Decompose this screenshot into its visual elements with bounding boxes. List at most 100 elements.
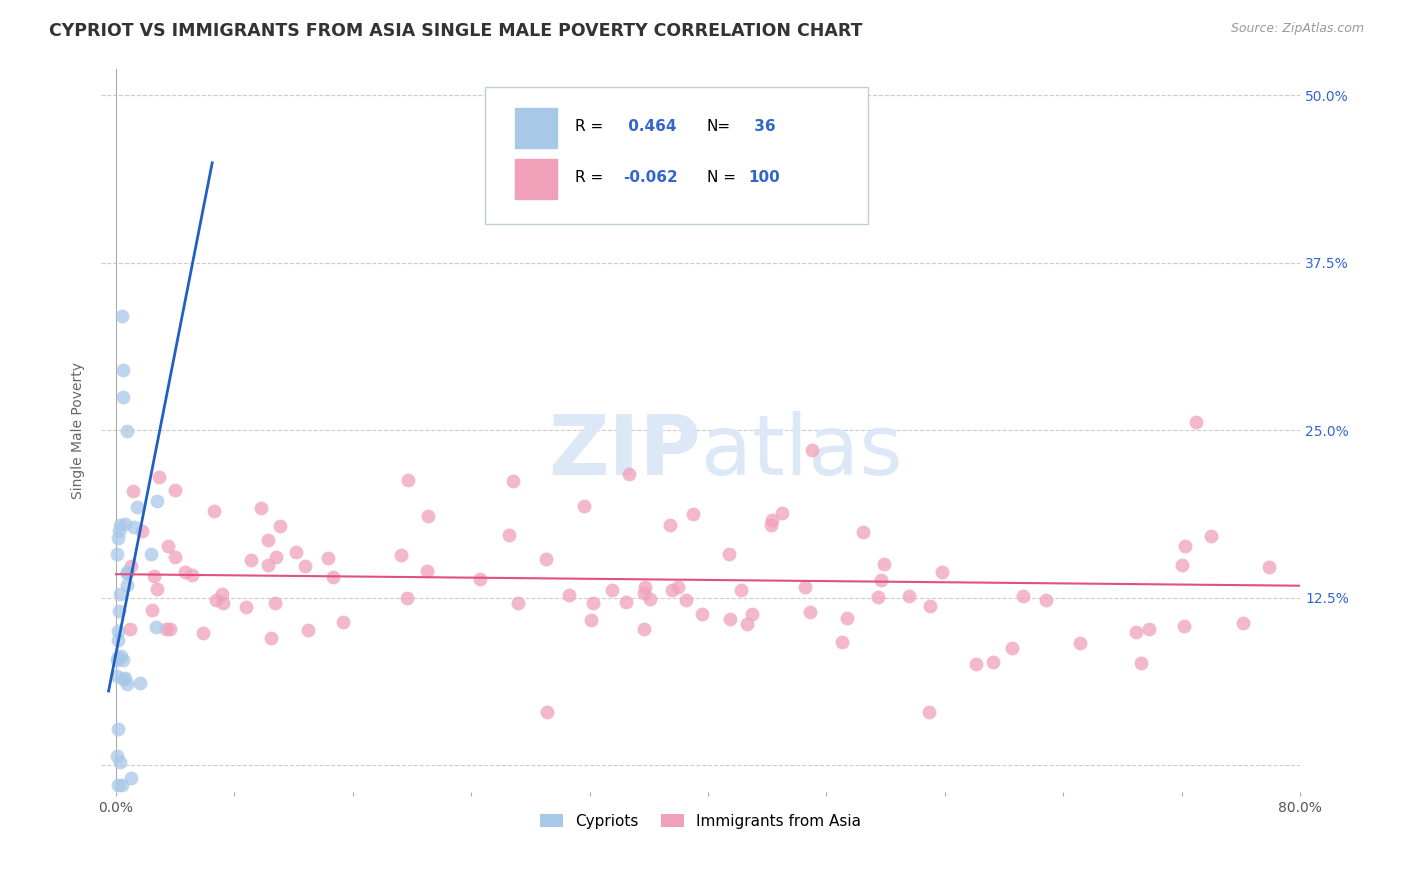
Point [675, 592, 697, 607]
Point [107, 778, 129, 792]
Text: R =: R = [575, 169, 603, 185]
Point [297, 623, 319, 637]
Point [112, 390, 135, 404]
Point [617, 467, 640, 481]
Point [112, 363, 135, 377]
Text: R =: R = [575, 119, 603, 134]
Text: 100: 100 [748, 169, 780, 185]
Point [211, 587, 233, 601]
Point [735, 617, 758, 632]
Point [264, 549, 287, 564]
Point [107, 524, 129, 539]
Point [110, 755, 132, 769]
Point [107, 624, 129, 638]
Point [108, 604, 131, 618]
Text: -0.062: -0.062 [623, 169, 678, 185]
Point [395, 591, 418, 605]
Point [761, 513, 783, 527]
Point [658, 518, 681, 533]
Point [799, 605, 821, 619]
Point [332, 615, 354, 630]
Point [1139, 622, 1161, 636]
Point [898, 589, 921, 603]
Point [536, 705, 558, 719]
Point [1001, 640, 1024, 655]
Point [614, 595, 637, 609]
Point [111, 310, 134, 324]
Text: 36: 36 [748, 119, 775, 134]
Point [205, 593, 228, 607]
Point [110, 649, 132, 664]
Point [115, 566, 138, 581]
Point [107, 653, 129, 667]
Point [107, 531, 129, 545]
Point [661, 582, 683, 597]
Point [1173, 619, 1195, 633]
Point [120, 772, 142, 786]
Point [131, 524, 153, 538]
Point [127, 500, 149, 514]
Point [730, 583, 752, 598]
Point [112, 672, 135, 686]
Point [870, 574, 893, 588]
Point [1069, 636, 1091, 650]
Point [142, 569, 165, 583]
Point [294, 558, 316, 573]
Point [1185, 415, 1208, 429]
Bar [515, 108, 557, 148]
Point [108, 517, 131, 532]
Point [148, 470, 170, 484]
Point [107, 748, 129, 763]
Point [111, 778, 134, 792]
Point [1125, 624, 1147, 639]
Point [107, 722, 129, 736]
Point [690, 607, 713, 621]
Point [981, 655, 1004, 669]
Point [581, 613, 603, 627]
Point [322, 570, 344, 584]
Point [1012, 589, 1035, 603]
Point [180, 567, 202, 582]
Point [1171, 558, 1194, 573]
Point [633, 586, 655, 600]
Text: Source: ZipAtlas.com: Source: ZipAtlas.com [1230, 22, 1364, 36]
Point [240, 553, 263, 567]
Point [418, 509, 440, 524]
Point [1130, 656, 1153, 670]
Point [965, 657, 987, 671]
Text: atlas: atlas [700, 411, 903, 492]
Point [718, 612, 741, 626]
Point [1232, 615, 1254, 630]
Point [263, 596, 285, 610]
Point [108, 586, 131, 600]
Point [718, 548, 741, 562]
Point [666, 580, 689, 594]
Text: CYPRIOT VS IMMIGRANTS FROM ASIA SINGLE MALE POVERTY CORRELATION CHART: CYPRIOT VS IMMIGRANTS FROM ASIA SINGLE M… [49, 22, 863, 40]
Point [800, 443, 823, 458]
Point [831, 634, 853, 648]
Point [120, 559, 142, 574]
Point [600, 583, 623, 598]
Text: 0.464: 0.464 [623, 119, 676, 134]
Point [115, 425, 138, 439]
Point [931, 565, 953, 579]
Point [682, 507, 704, 521]
Point [115, 578, 138, 592]
Point [257, 558, 280, 572]
Point [146, 493, 169, 508]
Point [260, 631, 283, 645]
Point [141, 547, 163, 561]
Point [389, 548, 412, 562]
Point [633, 622, 655, 636]
Point [146, 582, 169, 596]
Point [770, 507, 793, 521]
Point [159, 622, 181, 636]
Point [918, 599, 941, 613]
Point [558, 589, 581, 603]
Point [128, 676, 150, 690]
Text: ZIP: ZIP [548, 411, 700, 492]
Point [759, 517, 782, 532]
Point [284, 544, 307, 558]
Point [866, 591, 889, 605]
Point [506, 596, 529, 610]
